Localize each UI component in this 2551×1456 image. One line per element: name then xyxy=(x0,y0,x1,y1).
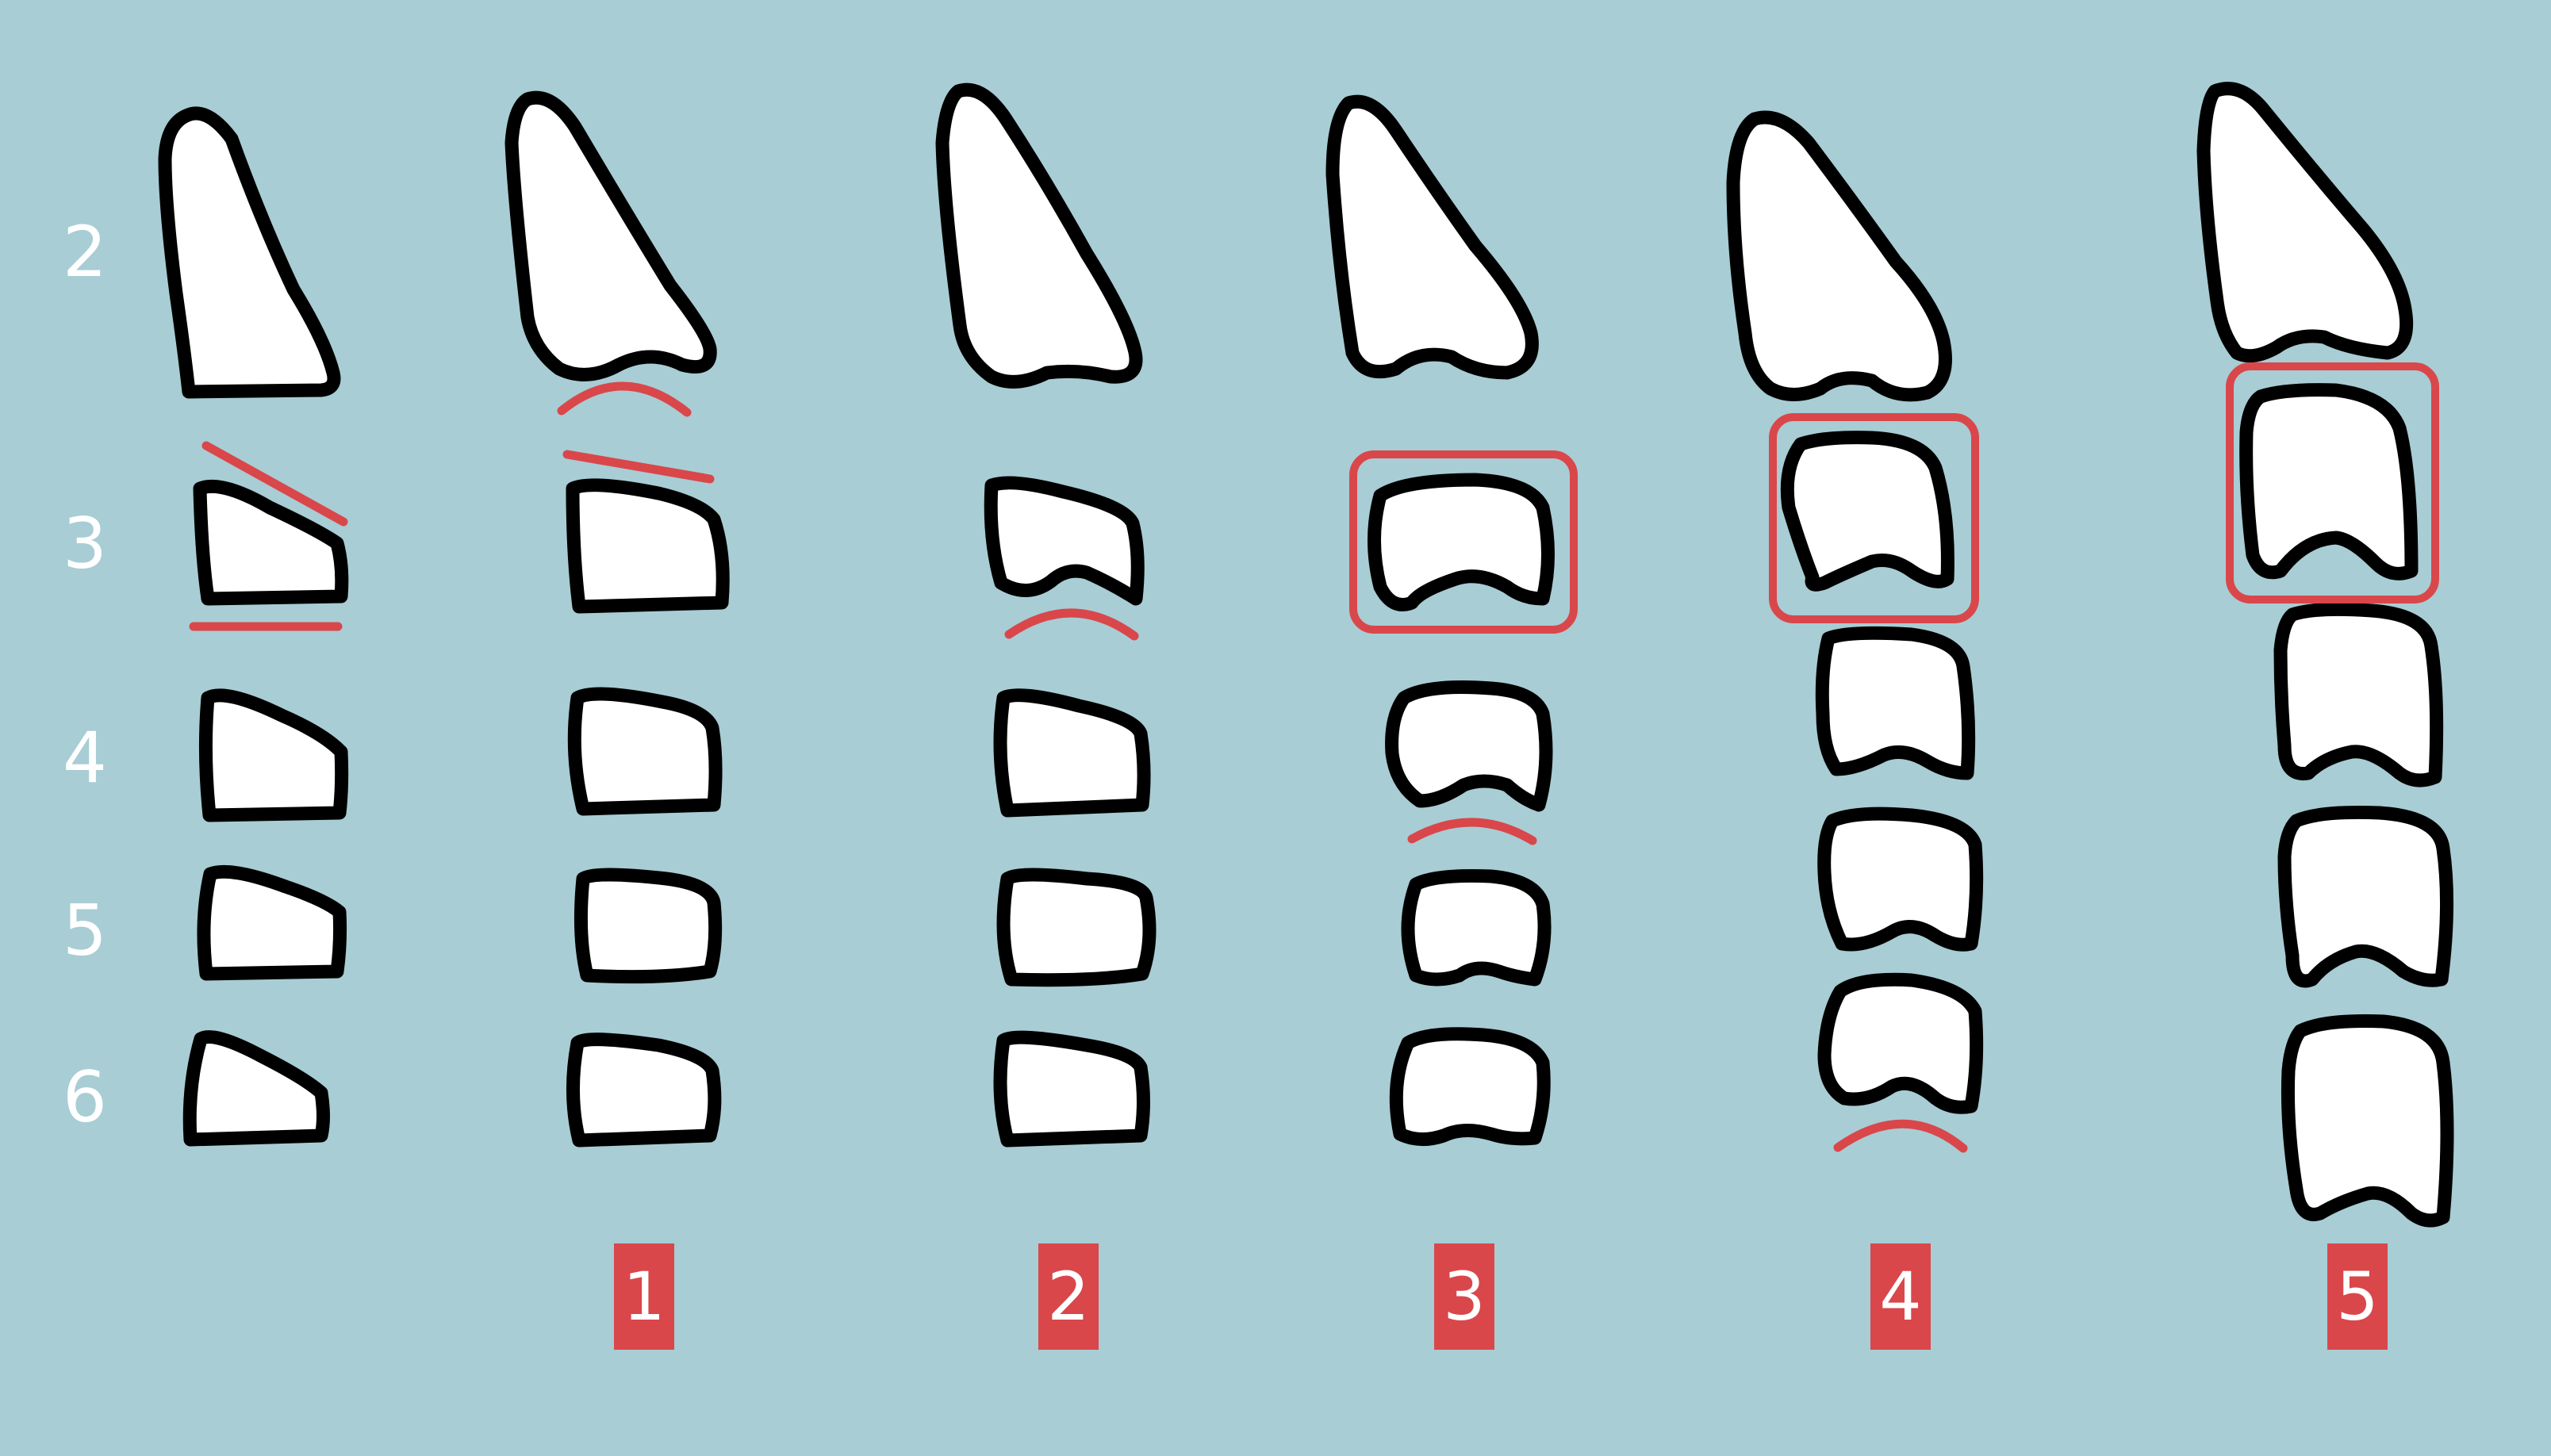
tooth-6-col3 xyxy=(1389,1027,1551,1146)
tooth-4-col4 xyxy=(1815,626,1976,780)
tooth-3-col2 xyxy=(984,476,1145,606)
tooth-4-col0 xyxy=(198,688,349,822)
column-step-3 xyxy=(1325,94,1578,1146)
tooth-4-col3 xyxy=(1385,680,1553,812)
tooth-5-col1 xyxy=(573,868,723,984)
tooth-2-col0 xyxy=(158,106,341,399)
column-step-5 xyxy=(2196,82,2454,1228)
step-badge-1: 1 xyxy=(614,1243,674,1350)
tilt-mark-top-col0 xyxy=(201,441,348,527)
tooth-4-col5 xyxy=(2273,602,2444,787)
step-badge-3: 3 xyxy=(1434,1243,1494,1350)
tooth-3-col1 xyxy=(566,478,730,614)
arc-mark-col2 xyxy=(1004,608,1139,641)
row-label-2: 2 xyxy=(63,211,107,293)
tooth-5-col5 xyxy=(2277,805,2454,988)
tooth-6-col1 xyxy=(566,1033,722,1148)
column-step-1 xyxy=(504,90,730,1148)
column-step-2 xyxy=(935,82,1157,1148)
tooth-6-col0 xyxy=(182,1030,330,1147)
arc-mark-col1 xyxy=(557,381,692,417)
tooth-6-col2 xyxy=(993,1030,1150,1148)
tooth-4-col1 xyxy=(567,687,723,816)
row-label-5: 5 xyxy=(63,890,107,971)
arc-mark-col3 xyxy=(1407,818,1537,845)
column-reference xyxy=(158,106,349,1147)
tooth-6-col4 xyxy=(1817,972,1984,1114)
tooth-3-col0 xyxy=(193,479,349,606)
tooth-5-col4 xyxy=(1817,807,1984,952)
step-badge-4: 4 xyxy=(1870,1243,1931,1350)
tooth-6-col5 xyxy=(2281,1014,2454,1228)
step-badge-5: 5 xyxy=(2327,1243,2388,1350)
row-label-6: 6 xyxy=(63,1056,107,1138)
tooth-3-col4 xyxy=(1780,431,1954,592)
row-label-3: 3 xyxy=(63,503,107,584)
tooth-5-col0 xyxy=(197,864,347,981)
tooth-5-col2 xyxy=(996,868,1157,987)
highlight-frame-col3 xyxy=(1349,450,1578,634)
arc-mark-col4 xyxy=(1833,1119,1968,1153)
tooth-3-col3 xyxy=(1368,473,1555,611)
tooth-2-col2 xyxy=(935,82,1143,389)
highlight-frame-col5 xyxy=(2226,362,2439,603)
column-step-4 xyxy=(1726,110,1984,1153)
tooth-5-col3 xyxy=(1401,868,1552,987)
tooth-2-col3 xyxy=(1325,94,1539,380)
tooth-2-col1 xyxy=(504,90,717,381)
tilt-mark-col1 xyxy=(562,450,715,484)
row-label-4: 4 xyxy=(63,717,107,799)
highlight-frame-col4 xyxy=(1769,413,1979,623)
tooth-3-col5 xyxy=(2239,383,2419,580)
step-badge-2: 2 xyxy=(1038,1243,1099,1350)
tooth-2-col4 xyxy=(1726,110,1952,402)
tooth-4-col2 xyxy=(993,688,1151,818)
tooth-2-col5 xyxy=(2196,82,2414,363)
